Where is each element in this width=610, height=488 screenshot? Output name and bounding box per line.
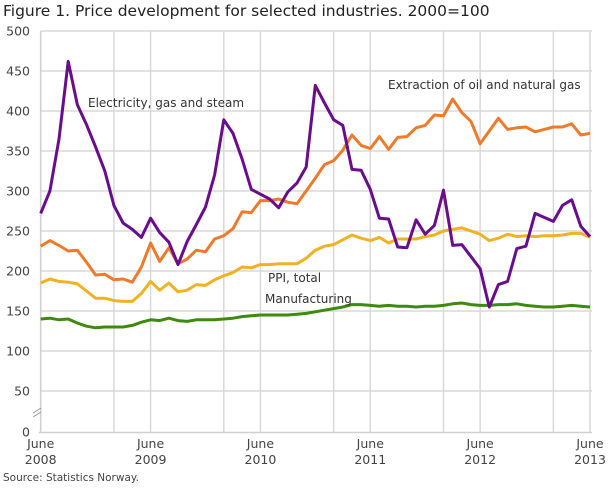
series-line-electricity-gas-and-steam [39,59,592,309]
x-tick-month: June [246,436,275,451]
y-tick-label: 150 [6,304,30,319]
x-tick-month: June [136,436,165,451]
series-label: Electricity, gas and steam [88,96,244,110]
y-tick-label: 0 [22,425,30,440]
x-tick-year: 2008 [25,452,57,467]
x-tick-year: 2009 [135,452,167,467]
y-tick-label: 450 [6,64,30,79]
y-tick-label: 50 [14,384,30,399]
y-tick-label: 200 [6,264,30,279]
series-label: Manufacturing [265,292,352,306]
x-tick-month: June [26,436,55,451]
axis-break-mark [32,407,42,418]
series-label: Extraction of oil and natural gas [388,78,581,92]
x-tick-month: June [466,436,495,451]
x-tick-month: June [356,436,385,451]
y-tick-label: 350 [6,144,30,159]
y-tick-label: 100 [6,344,30,359]
y-tick-label: 400 [6,104,30,119]
y-tick-label: 500 [6,24,30,39]
series-line-extraction-of-oil-and-natural-gas [39,97,591,284]
chart-title: Figure 1. Price development for selected… [3,2,490,20]
x-tick-month: June [575,436,604,451]
y-tick-label: 300 [6,184,30,199]
x-tick-year: 2011 [354,452,386,467]
x-tick-year: 2010 [245,452,277,467]
source-note: Source: Statistics Norway. [3,472,139,484]
series-line-manufacturing [40,301,591,330]
series-line-ppi-total [40,226,591,303]
y-tick-label: 250 [6,224,30,239]
x-tick-year: 2013 [574,452,606,467]
x-tick-year: 2012 [464,452,496,467]
series-label: PPI, total [268,271,321,285]
